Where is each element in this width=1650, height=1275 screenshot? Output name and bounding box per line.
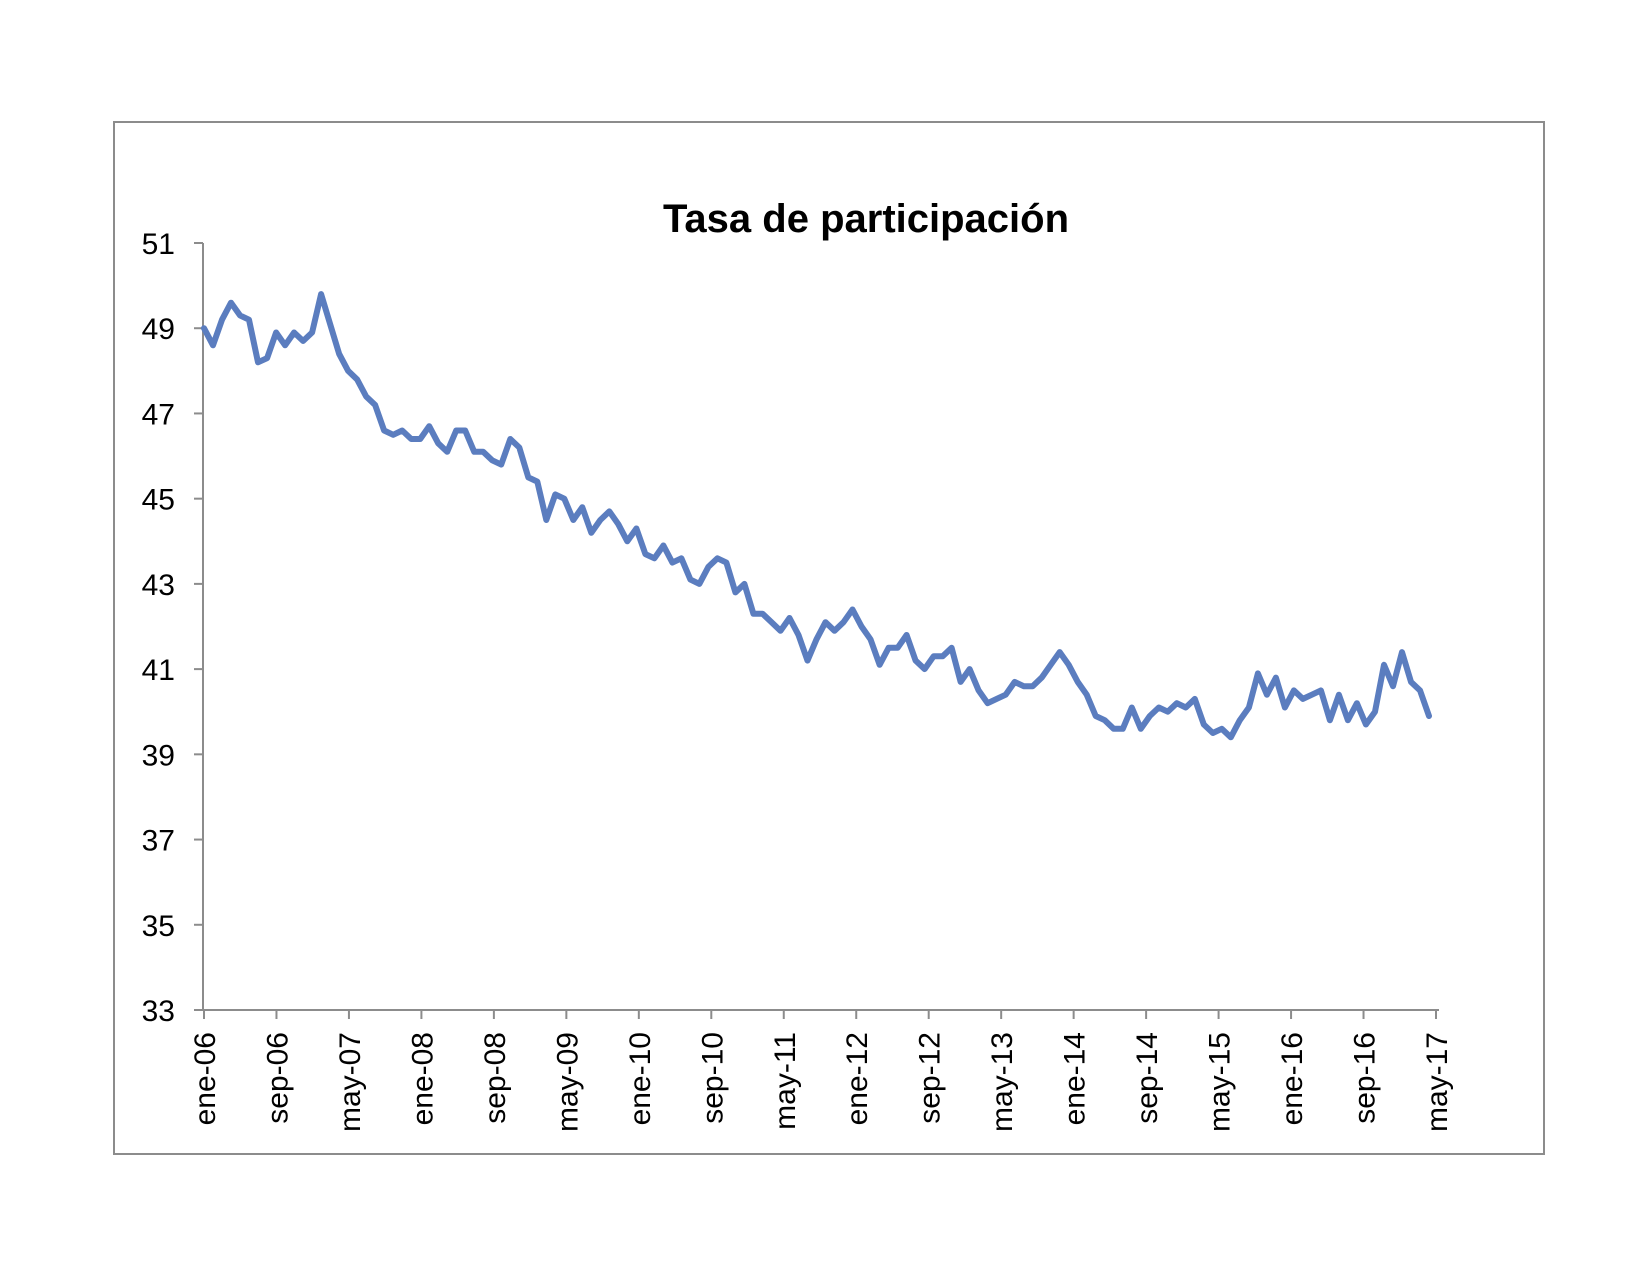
y-tick-label: 45 bbox=[142, 484, 175, 517]
chart-title: Tasa de participación bbox=[663, 197, 1069, 241]
x-tick-label: sep-12 bbox=[914, 1032, 947, 1124]
x-tick-label: ene-06 bbox=[189, 1032, 222, 1125]
x-tick-label: sep-10 bbox=[696, 1032, 729, 1124]
series-line-0 bbox=[201, 291, 1432, 741]
y-tick-label: 47 bbox=[142, 398, 175, 431]
y-tick-label: 39 bbox=[142, 739, 175, 772]
y-tick-label: 37 bbox=[142, 825, 175, 858]
x-tick-label: sep-08 bbox=[479, 1032, 512, 1124]
x-tick-label: sep-14 bbox=[1131, 1032, 1164, 1124]
x-tick-label: sep-06 bbox=[261, 1032, 294, 1124]
x-tick-label: ene-08 bbox=[406, 1032, 439, 1125]
x-axis: ene-06 sep-06 may-07 ene-08 sep-08 may-09 ene-… bbox=[189, 1009, 1454, 1132]
x-tick-label: ene-10 bbox=[624, 1032, 657, 1125]
x-tick-label: may-09 bbox=[551, 1032, 584, 1132]
x-tick-label: may-07 bbox=[334, 1032, 367, 1132]
y-tick-label: 35 bbox=[142, 910, 175, 943]
y-axis: 51 49 47 45 43 41 39 37 35 33 bbox=[142, 228, 204, 1028]
series-layer bbox=[201, 291, 1432, 741]
y-tick-label: 49 bbox=[142, 313, 175, 346]
x-tick-label: ene-16 bbox=[1276, 1032, 1309, 1125]
x-tick-label: sep-16 bbox=[1349, 1032, 1382, 1124]
x-tick-label: may-11 bbox=[769, 1032, 802, 1130]
chart-frame: Tasa de participación 51 49 47 45 43 41 39 37 35… bbox=[113, 121, 1545, 1155]
line-chart: Tasa de participación 51 49 47 45 43 41 39 37 35… bbox=[142, 197, 1454, 1132]
x-tick-label: may-13 bbox=[986, 1032, 1019, 1132]
y-tick-label: 51 bbox=[142, 228, 175, 261]
y-tick-label: 41 bbox=[142, 654, 175, 687]
y-tick-label: 43 bbox=[142, 569, 175, 602]
y-tick-label: 33 bbox=[142, 995, 175, 1028]
x-tick-label: ene-14 bbox=[1059, 1032, 1092, 1125]
x-tick-label: may-15 bbox=[1204, 1032, 1237, 1132]
x-tick-label: may-17 bbox=[1421, 1032, 1454, 1132]
x-tick-label: ene-12 bbox=[841, 1032, 874, 1125]
